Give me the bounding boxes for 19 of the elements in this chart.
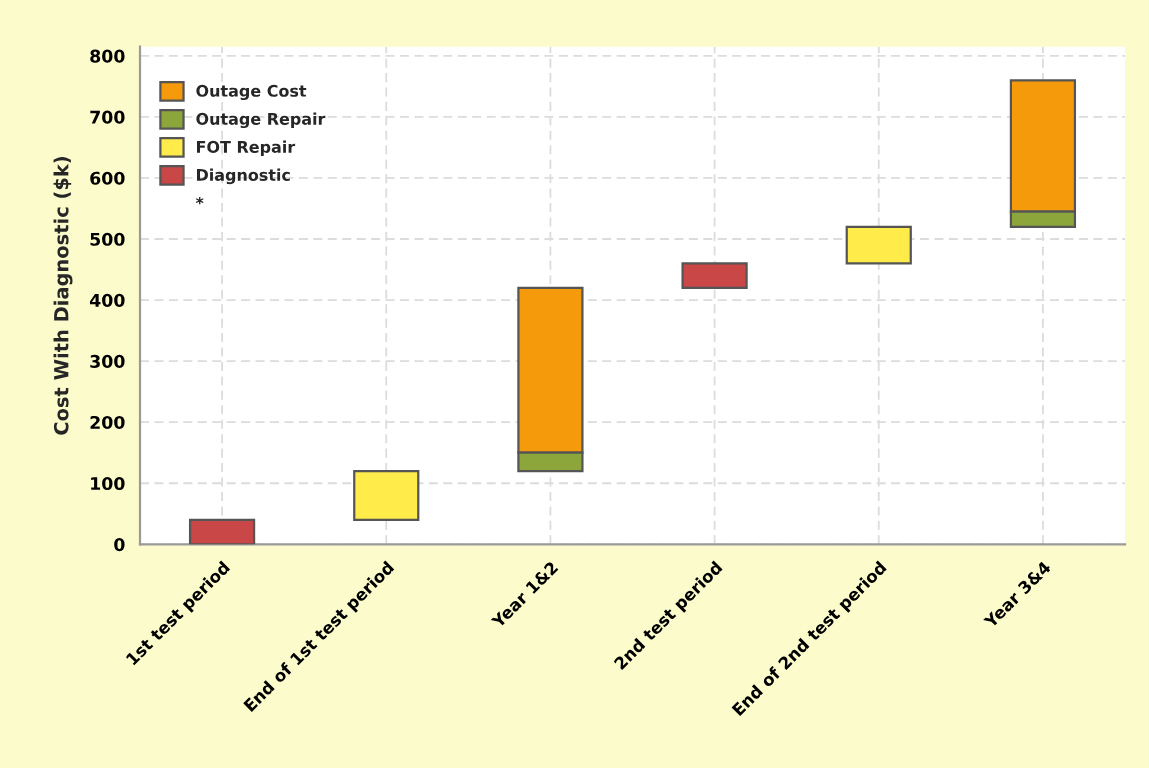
legend-label: Outage Cost	[196, 84, 307, 101]
y-tick-label: 300	[90, 354, 125, 368]
bar	[353, 469, 420, 521]
y-tick-label: 0	[114, 538, 125, 552]
y-tick-label: 400	[89, 293, 125, 307]
y-axis-title: Cost With Diagnostic ($k)	[53, 156, 73, 435]
legend-label: Diagnostic	[197, 168, 290, 185]
legend-label: Outage Repair	[196, 112, 326, 129]
y-tick-label: 600	[90, 171, 125, 185]
legend-label: FOT Repair	[197, 140, 296, 157]
y-tick-label: 500	[90, 232, 125, 246]
annotation: *	[195, 196, 204, 205]
bar	[845, 225, 912, 265]
y-tick-label: 200	[90, 415, 125, 430]
y-tick-label: 100	[91, 476, 125, 491]
bar	[188, 518, 256, 545]
y-tick-label: 800	[90, 49, 125, 63]
y-tick-label: 700	[90, 110, 125, 124]
bar	[681, 262, 748, 289]
